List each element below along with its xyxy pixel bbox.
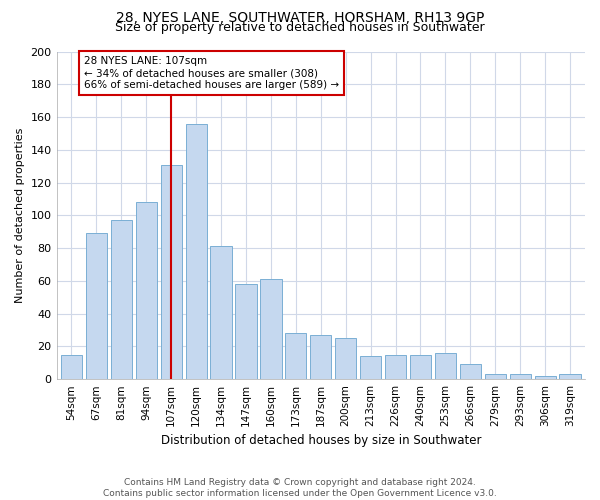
Text: Contains HM Land Registry data © Crown copyright and database right 2024.
Contai: Contains HM Land Registry data © Crown c… [103,478,497,498]
Bar [535,376,556,379]
Text: 28, NYES LANE, SOUTHWATER, HORSHAM, RH13 9GP: 28, NYES LANE, SOUTHWATER, HORSHAM, RH13… [116,11,484,25]
Bar [385,354,406,379]
Bar [61,354,82,379]
Bar [260,279,281,379]
Bar [335,338,356,379]
Bar [136,202,157,379]
Bar [310,335,331,379]
Bar [460,364,481,379]
Bar [211,246,232,379]
Bar [485,374,506,379]
Bar [185,124,207,379]
Text: Size of property relative to detached houses in Southwater: Size of property relative to detached ho… [115,22,485,35]
Bar [161,164,182,379]
Bar [559,374,581,379]
Text: 28 NYES LANE: 107sqm
← 34% of detached houses are smaller (308)
66% of semi-deta: 28 NYES LANE: 107sqm ← 34% of detached h… [84,56,339,90]
Bar [285,334,307,379]
Bar [111,220,132,379]
Bar [360,356,381,379]
Bar [235,284,257,379]
X-axis label: Distribution of detached houses by size in Southwater: Distribution of detached houses by size … [161,434,481,448]
Bar [509,374,531,379]
Bar [435,353,456,379]
Bar [86,234,107,379]
Y-axis label: Number of detached properties: Number of detached properties [15,128,25,303]
Bar [410,354,431,379]
